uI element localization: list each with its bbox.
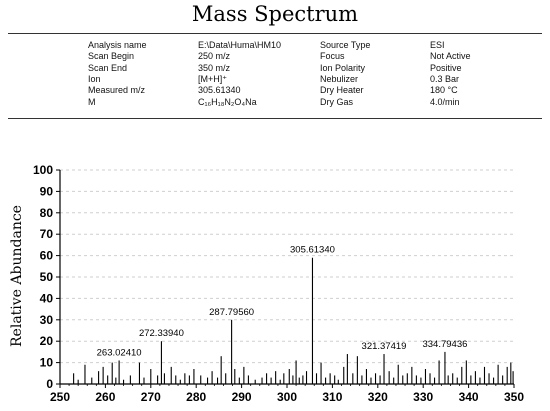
info-label-r0: Source Type bbox=[320, 40, 371, 50]
y-axis-title: Relative Abundance bbox=[9, 205, 25, 347]
y-tick-label: 60 bbox=[40, 249, 54, 263]
chart-axes bbox=[56, 169, 515, 388]
analysis-info-table: Analysis name E:\Data\Huma\HM10 Source Typ… bbox=[0, 40, 550, 120]
info-value-r2: 350 m/z bbox=[198, 62, 231, 73]
y-tick-label: 40 bbox=[40, 291, 54, 305]
y-tick-label: 20 bbox=[40, 334, 54, 348]
x-tick-labels: 250 260 270 280 290 300 310 320 330 340 350 bbox=[50, 390, 524, 404]
x-tick-label: 340 bbox=[459, 390, 479, 404]
info-label-r3: Ion bbox=[88, 73, 101, 84]
info-value-r3: [M+H]⁺ bbox=[198, 73, 228, 84]
info-value-r3: 0.3 Bar bbox=[430, 73, 460, 84]
peak-label: 321.37419 bbox=[362, 341, 407, 352]
title-rule-top bbox=[8, 33, 542, 34]
info-value-r4: 180 °C bbox=[430, 85, 458, 96]
mass-spectrum-chart: 263.02410 272.33940 287.79560 305.61340 321.… bbox=[9, 163, 524, 404]
peak-label: 305.61340 bbox=[290, 245, 335, 256]
info-label-r2: Scan End bbox=[88, 62, 128, 73]
y-tick-label: 0 bbox=[46, 377, 53, 391]
y-tick-label: 100 bbox=[33, 163, 53, 177]
info-value-r4: 305.61340 bbox=[198, 85, 241, 96]
info-label-r4: Dry Heater bbox=[320, 85, 364, 96]
x-tick-label: 290 bbox=[232, 390, 252, 404]
info-value-r1: 250 m/z bbox=[198, 51, 231, 62]
y-tick-labels: 0 10 20 30 40 50 60 70 80 90 100 bbox=[33, 163, 53, 391]
spectrum-peaks bbox=[73, 257, 514, 384]
x-tick-label: 350 bbox=[504, 390, 524, 404]
info-value-r0: ESI bbox=[430, 40, 445, 50]
x-tick-label: 270 bbox=[141, 390, 161, 404]
info-value-r1: Not Active bbox=[430, 51, 471, 62]
peak-label: 272.33940 bbox=[139, 328, 184, 339]
info-value-r5: 4.0/min bbox=[430, 96, 460, 107]
info-label-r1: Scan Begin bbox=[88, 51, 135, 62]
info-rule-bottom bbox=[8, 118, 542, 119]
y-tick-label: 50 bbox=[40, 270, 54, 284]
x-tick-label: 280 bbox=[186, 390, 206, 404]
peak-label: 287.79560 bbox=[209, 307, 254, 318]
peak-label: 334.79436 bbox=[422, 339, 467, 350]
info-label-r1: Focus bbox=[320, 51, 345, 62]
x-tick-label: 330 bbox=[413, 390, 433, 404]
info-label-r2: Ion Polarity bbox=[320, 62, 366, 73]
peak-annotations: 263.02410 272.33940 287.79560 305.61340 321.… bbox=[97, 245, 468, 359]
info-label-r5: Dry Gas bbox=[320, 96, 354, 107]
info-value-r2: Positive bbox=[430, 62, 462, 73]
info-label-r4: Measured m/z bbox=[88, 85, 146, 96]
x-tick-label: 250 bbox=[50, 390, 70, 404]
x-tick-label: 320 bbox=[368, 390, 388, 404]
peak-label: 263.02410 bbox=[97, 347, 142, 358]
info-label-r3: Nebulizer bbox=[320, 73, 359, 84]
y-tick-label: 30 bbox=[40, 313, 54, 327]
page-title: Mass Spectrum bbox=[191, 2, 359, 26]
info-label-r5: M bbox=[88, 96, 96, 107]
info-value-r0: E:\Data\Huma\HM10 bbox=[198, 40, 282, 50]
info-value-r5: C₁₆H₁₈N₂O₄Na bbox=[198, 96, 257, 107]
y-tick-label: 90 bbox=[40, 184, 54, 198]
x-tick-label: 300 bbox=[277, 390, 297, 404]
x-tick-label: 260 bbox=[95, 390, 115, 404]
y-gridlines bbox=[60, 169, 514, 364]
y-tick-label: 70 bbox=[40, 227, 54, 241]
y-tick-label: 80 bbox=[40, 206, 54, 220]
x-tick-label: 310 bbox=[322, 390, 342, 404]
info-label-r0: Analysis name bbox=[88, 40, 147, 50]
y-tick-label: 10 bbox=[40, 356, 54, 370]
